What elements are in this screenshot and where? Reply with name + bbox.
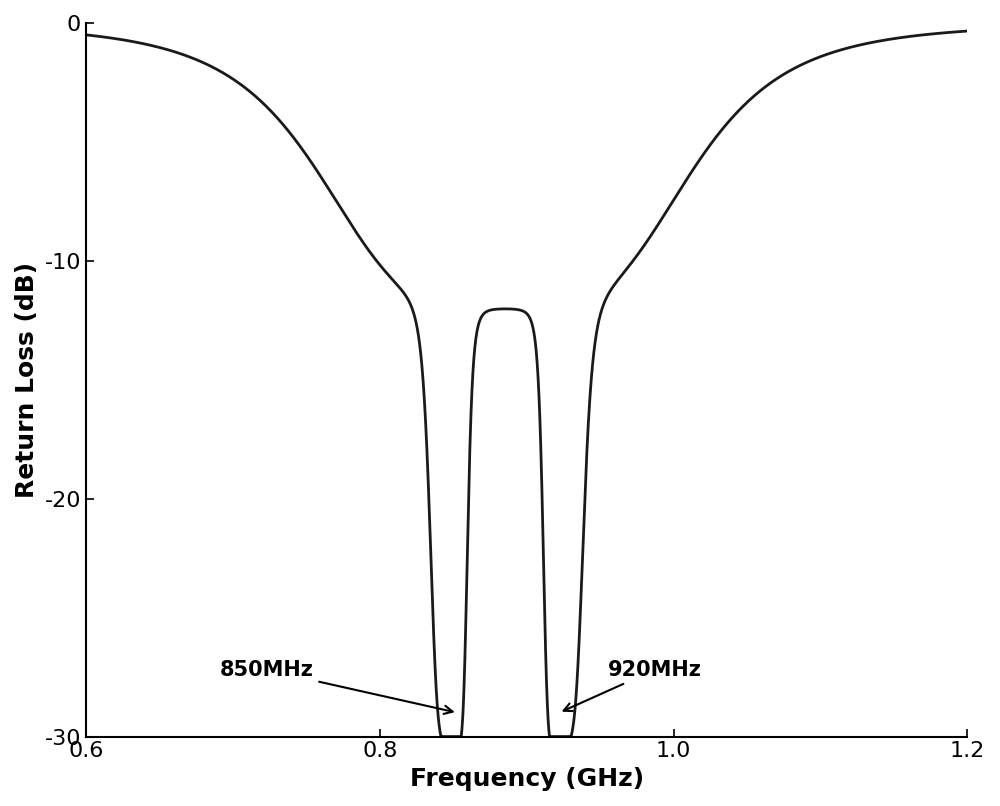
Text: 850MHz: 850MHz	[220, 660, 453, 714]
X-axis label: Frequency (GHz): Frequency (GHz)	[410, 767, 644, 791]
Y-axis label: Return Loss (dB): Return Loss (dB)	[15, 262, 39, 498]
Text: 920MHz: 920MHz	[564, 660, 701, 711]
